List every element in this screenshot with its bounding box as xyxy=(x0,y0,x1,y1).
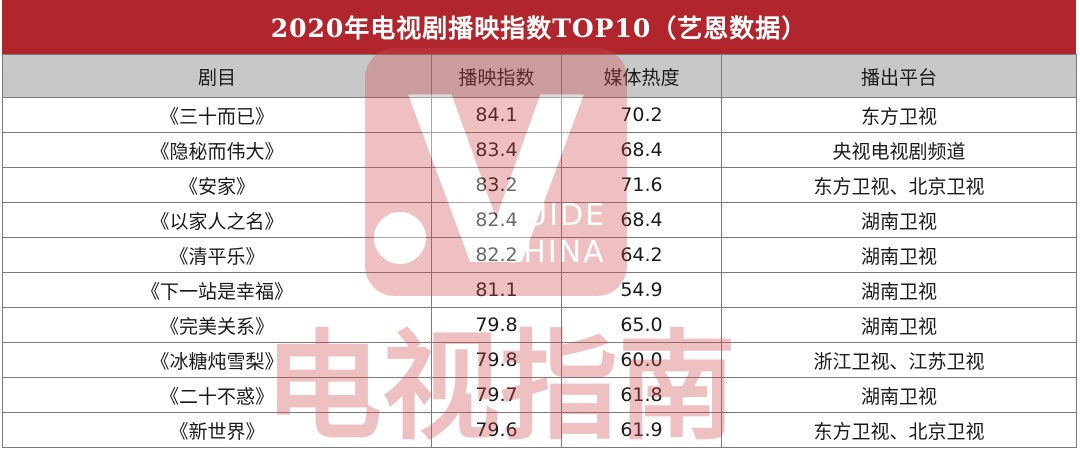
table-row: 《新世界》 79.6 61.9 东方卫视、北京卫视 xyxy=(2,412,1077,448)
table-row: 《三十而已》 84.1 70.2 东方卫视 xyxy=(2,97,1077,133)
media-heat: 61.9 xyxy=(561,412,722,448)
media-heat: 60.0 xyxy=(561,342,722,378)
table-row: 《完美关系》 79.8 65.0 湖南卫视 xyxy=(2,307,1077,343)
media-heat: 68.4 xyxy=(561,202,722,238)
broadcast-index: 83.4 xyxy=(431,132,562,168)
broadcast-index: 79.8 xyxy=(431,307,562,343)
header-platform: 播出平台 xyxy=(721,54,1077,98)
platform: 央视电视剧频道 xyxy=(721,132,1077,168)
media-heat: 70.2 xyxy=(561,97,722,133)
table-title: 2020年电视剧播映指数TOP10（艺恩数据） xyxy=(2,0,1076,54)
drama-name: 《清平乐》 xyxy=(2,237,432,273)
broadcast-index: 82.2 xyxy=(431,237,562,273)
table-row: 《二十不惑》 79.7 61.8 湖南卫视 xyxy=(2,377,1077,413)
broadcast-index: 81.1 xyxy=(431,272,562,308)
media-heat: 71.6 xyxy=(561,167,722,203)
platform: 东方卫视 xyxy=(721,97,1077,133)
drama-name: 《安家》 xyxy=(2,167,432,203)
table-header-row: 剧目 播映指数 媒体热度 播出平台 xyxy=(2,54,1077,98)
table-row: 《冰糖炖雪梨》 79.8 60.0 浙江卫视、江苏卫视 xyxy=(2,342,1077,378)
broadcast-index: 84.1 xyxy=(431,97,562,133)
broadcast-index: 79.6 xyxy=(431,412,562,448)
broadcast-index: 83.2 xyxy=(431,167,562,203)
media-heat: 68.4 xyxy=(561,132,722,168)
platform: 湖南卫视 xyxy=(721,307,1077,343)
media-heat: 65.0 xyxy=(561,307,722,343)
drama-name: 《冰糖炖雪梨》 xyxy=(2,342,432,378)
header-drama: 剧目 xyxy=(2,54,432,98)
media-heat: 64.2 xyxy=(561,237,722,273)
drama-name: 《完美关系》 xyxy=(2,307,432,343)
drama-name: 《隐秘而伟大》 xyxy=(2,132,432,168)
table-row: 《下一站是幸福》 81.1 54.9 湖南卫视 xyxy=(2,272,1077,308)
drama-name: 《二十不惑》 xyxy=(2,377,432,413)
table-row: 《隐秘而伟大》 83.4 68.4 央视电视剧频道 xyxy=(2,132,1077,168)
drama-name: 《下一站是幸福》 xyxy=(2,272,432,308)
platform: 东方卫视、北京卫视 xyxy=(721,412,1077,448)
table-row: 《以家人之名》 82.4 68.4 湖南卫视 xyxy=(2,202,1077,238)
platform: 湖南卫视 xyxy=(721,202,1077,238)
platform: 湖南卫视 xyxy=(721,272,1077,308)
drama-name: 《新世界》 xyxy=(2,412,432,448)
platform: 东方卫视、北京卫视 xyxy=(721,167,1077,203)
header-broadcast-index: 播映指数 xyxy=(431,54,562,98)
drama-name: 《三十而已》 xyxy=(2,97,432,133)
platform: 湖南卫视 xyxy=(721,377,1077,413)
header-media-heat: 媒体热度 xyxy=(561,54,722,98)
drama-name: 《以家人之名》 xyxy=(2,202,432,238)
table-row: 《清平乐》 82.2 64.2 湖南卫视 xyxy=(2,237,1077,273)
broadcast-index: 79.8 xyxy=(431,342,562,378)
platform: 浙江卫视、江苏卫视 xyxy=(721,342,1077,378)
broadcast-index: 79.7 xyxy=(431,377,562,413)
media-heat: 61.8 xyxy=(561,377,722,413)
ranking-table: 剧目 播映指数 媒体热度 播出平台 《三十而已》 84.1 70.2 东方卫视 … xyxy=(2,54,1077,448)
table-row: 《安家》 83.2 71.6 东方卫视、北京卫视 xyxy=(2,167,1077,203)
media-heat: 54.9 xyxy=(561,272,722,308)
broadcast-index: 82.4 xyxy=(431,202,562,238)
platform: 湖南卫视 xyxy=(721,237,1077,273)
